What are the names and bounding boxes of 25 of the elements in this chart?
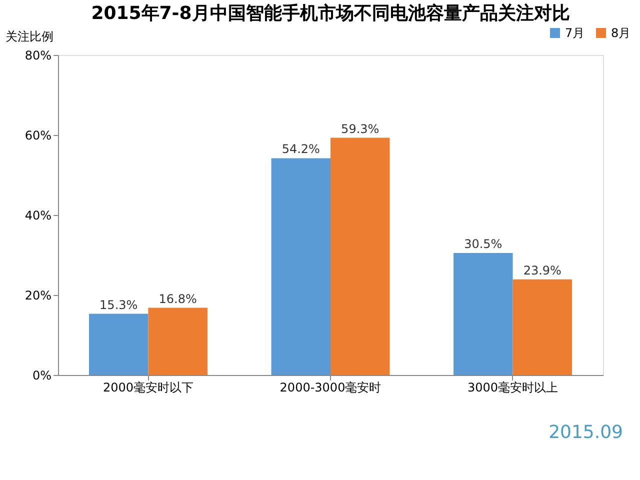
x-tick-label: 2000-3000毫安时 [280,380,382,394]
bar [148,308,208,375]
y-tick-label: 0% [32,368,52,382]
bar [271,158,330,375]
data-label: 16.8% [158,292,197,306]
data-label: 23.9% [523,263,562,278]
y-tick-label: 80% [24,48,52,62]
bar [330,138,390,375]
x-tick-label: 3000毫安时以上 [468,380,558,394]
bar [88,314,148,375]
chart-title: 2015年7-8月中国智能手机市场不同电池容量产品关注对比 [91,3,570,24]
y-tick-label: 60% [24,128,52,142]
text: 2015.09 [548,422,623,443]
data-label: 15.3% [100,298,138,312]
bar [512,279,572,375]
x-tick-label: 2000毫安时以下 [102,380,194,394]
bar [454,253,513,375]
legend-label: 8月 [611,26,631,40]
y-axis-title: 关注比例 [6,30,54,44]
legend-label: 7月 [565,26,585,40]
data-label: 30.5% [464,237,502,251]
y-tick-label: 20% [24,288,52,302]
data-label: 59.3% [341,122,380,136]
y-tick-label: 40% [24,208,52,222]
data-label: 54.2% [282,142,320,156]
